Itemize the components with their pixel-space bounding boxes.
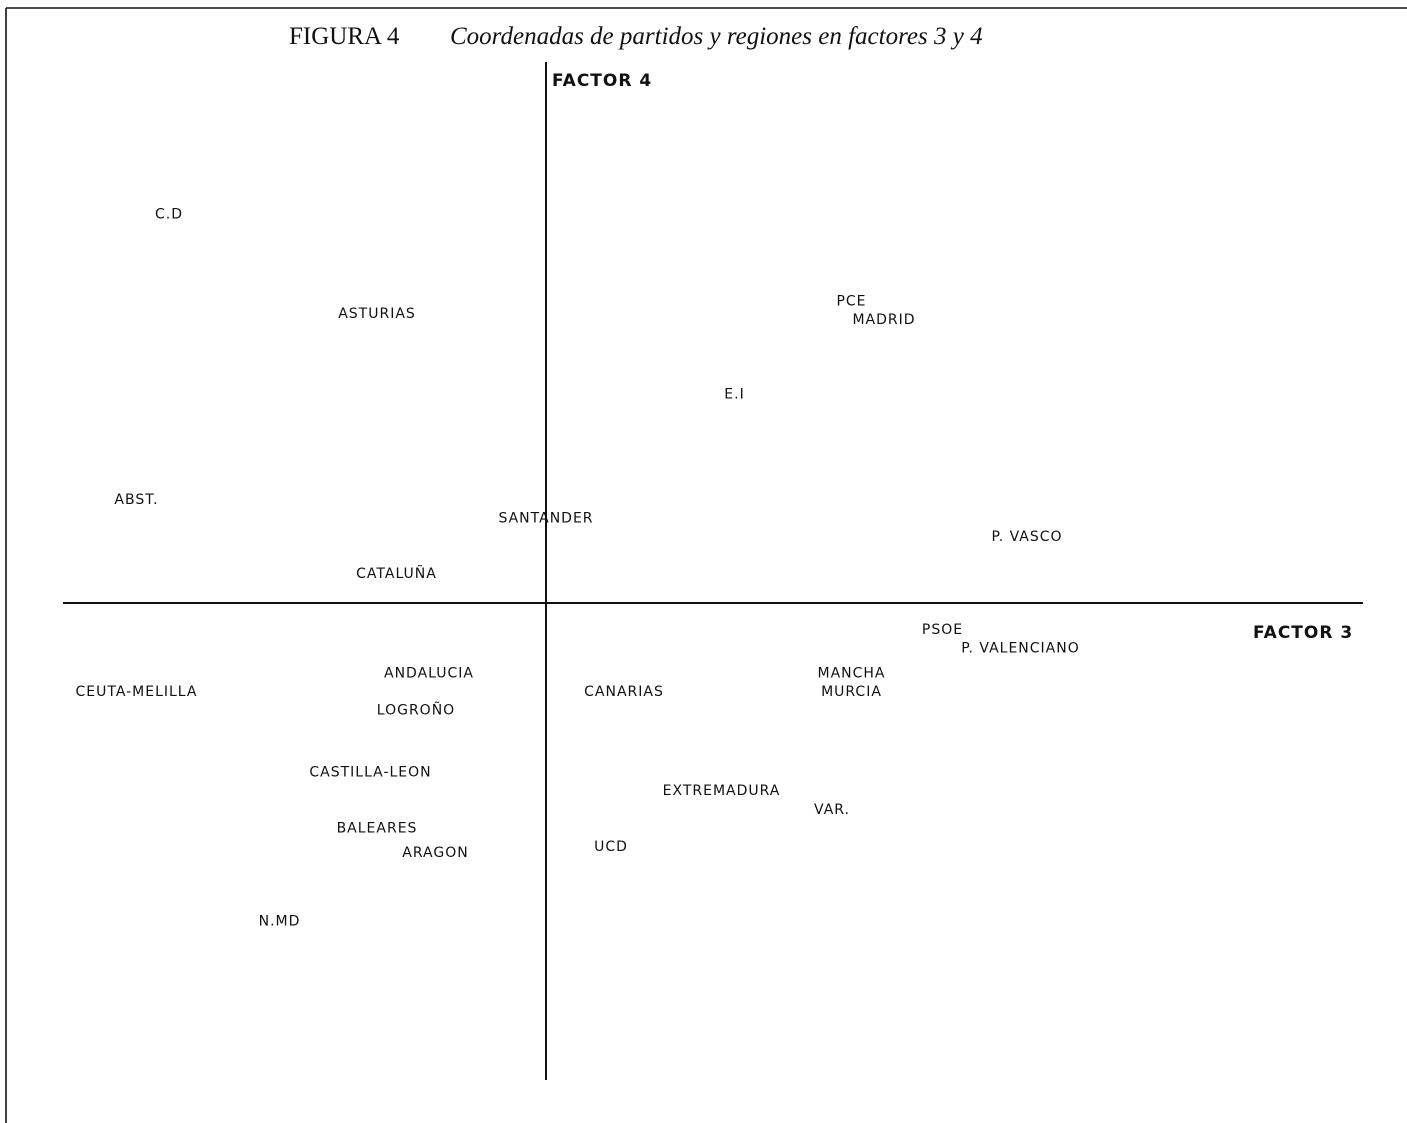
data-points: C.DASTURIASGALICIAABST.SANTANDERCATALUÑA… bbox=[75, 207, 1080, 930]
point-label-18: CANARIAS bbox=[584, 684, 664, 700]
point-label-17: CEUTA-MELILLA bbox=[75, 684, 197, 700]
point-label-3: ABST. bbox=[114, 492, 158, 508]
x-axis-label: FACTOR 3 bbox=[1253, 623, 1353, 643]
point-label-15: MURCIA bbox=[821, 684, 882, 700]
point-label-25: UCD bbox=[594, 839, 628, 855]
point-label-16: ANDALUCIA bbox=[384, 665, 474, 681]
point-label-4: SANTANDER bbox=[498, 510, 593, 526]
point-label-5: CATALUÑA bbox=[356, 565, 437, 582]
point-label-8: E.I bbox=[724, 386, 744, 402]
point-label-14: MANCHA bbox=[817, 665, 885, 681]
point-label-0: C.D bbox=[155, 207, 183, 223]
point-label-1: ASTURIAS bbox=[338, 306, 416, 322]
point-label-26: N.MD bbox=[259, 913, 301, 929]
point-label-13: P. VALENCIANO bbox=[961, 641, 1080, 657]
point-label-20: CASTILLA-LEON bbox=[309, 765, 431, 781]
point-label-7: MADRID bbox=[852, 312, 915, 328]
chart-title: Coordenadas de partidos y regiones en fa… bbox=[450, 23, 983, 50]
y-axis-label: FACTOR 4 bbox=[552, 71, 652, 91]
point-label-12: PSOE bbox=[922, 622, 963, 638]
point-label-23: BALEARES bbox=[337, 820, 418, 836]
point-label-19: LOGROÑO bbox=[377, 702, 455, 719]
point-label-6: PCE bbox=[836, 293, 866, 309]
point-label-22: VAR. bbox=[814, 802, 850, 818]
point-label-24: ARAGON bbox=[402, 845, 468, 861]
figure-number: FIGURA 4 bbox=[289, 23, 400, 50]
point-label-21: EXTREMADURA bbox=[663, 783, 781, 799]
point-label-9: P. VASCO bbox=[991, 529, 1062, 545]
